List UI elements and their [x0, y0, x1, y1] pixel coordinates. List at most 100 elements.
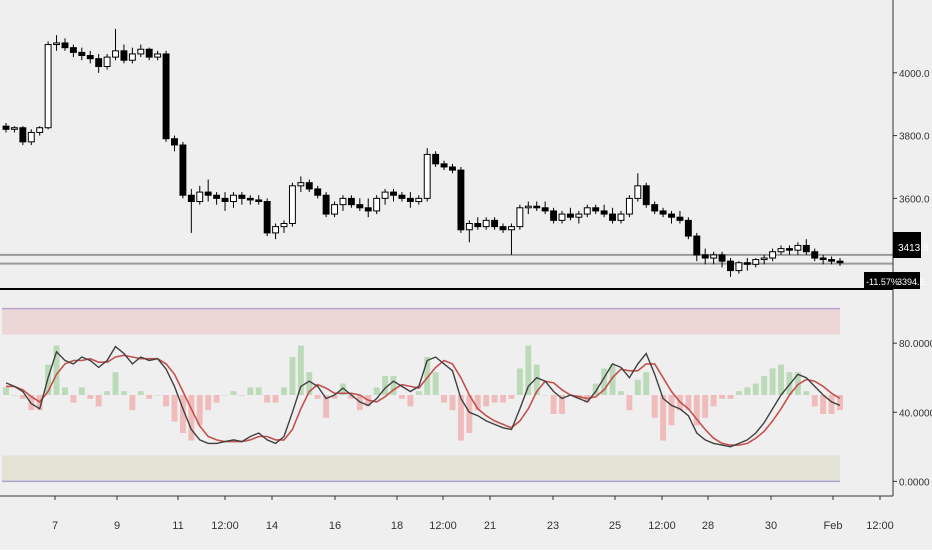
- candle: [449, 163, 456, 174]
- k-line: [5, 345, 841, 448]
- candle: [676, 210, 684, 224]
- candle: [137, 44, 145, 58]
- candle: [128, 47, 136, 64]
- candle: [743, 258, 751, 271]
- candle: [154, 50, 162, 61]
- candle: [297, 176, 305, 193]
- candle: [642, 182, 650, 208]
- time-tick-label: 25: [609, 520, 621, 532]
- price-tick-label: 3600.0: [899, 194, 930, 205]
- time-tick-label: 12:00: [648, 520, 676, 532]
- histogram-bar: [508, 395, 515, 399]
- histogram-bar: [660, 395, 667, 441]
- histogram-bar: [432, 372, 439, 395]
- time-tick-label: 9: [114, 520, 120, 532]
- histogram-bar: [466, 395, 473, 433]
- candle: [78, 47, 86, 61]
- histogram-bar: [516, 368, 523, 395]
- candle: [204, 179, 212, 202]
- histogram-bar: [373, 387, 380, 395]
- change-badge: -11.57% 3394.5: [864, 272, 925, 289]
- histogram-bar: [272, 395, 279, 403]
- candle: [516, 204, 524, 230]
- histogram-bar: [441, 395, 448, 403]
- histogram-bar: [811, 395, 818, 407]
- histogram-bar: [761, 376, 768, 395]
- price-pane: [0, 28, 893, 277]
- candle: [230, 192, 237, 208]
- candle: [95, 53, 103, 73]
- histogram-bar: [794, 372, 801, 395]
- candle: [423, 148, 431, 202]
- histogram-bar: [238, 395, 245, 396]
- candle: [145, 47, 153, 61]
- candle: [508, 223, 515, 255]
- candle: [53, 35, 60, 51]
- price-tick-label: 4000.0: [899, 69, 930, 80]
- candle: [727, 258, 734, 277]
- histogram-bar: [3, 387, 9, 395]
- candle: [322, 192, 330, 218]
- histogram-bar: [62, 387, 68, 395]
- oscillator-axis: 0.0000 40.0000 80.0000: [893, 339, 932, 488]
- histogram-bar: [710, 395, 717, 407]
- histogram-bar: [95, 395, 102, 407]
- histogram-bar: [744, 387, 751, 395]
- histogram-bar: [474, 395, 481, 411]
- candle: [600, 204, 608, 218]
- histogram-bar: [601, 368, 608, 395]
- candle: [69, 44, 77, 58]
- histogram-bar: [78, 387, 85, 395]
- histogram-bar: [163, 395, 170, 407]
- oversold-band: [2, 455, 840, 482]
- candle: [246, 195, 254, 205]
- histogram-bar: [179, 395, 186, 433]
- histogram-bar: [752, 383, 759, 395]
- histogram-bar: [693, 395, 700, 426]
- histogram-bar: [457, 395, 464, 441]
- histogram-bar: [407, 395, 414, 407]
- candle: [769, 248, 777, 262]
- candle: [735, 261, 743, 274]
- candle: [566, 207, 574, 221]
- time-tick-label: 23: [547, 520, 559, 532]
- histogram-bar: [331, 395, 338, 399]
- candle: [465, 220, 473, 243]
- candle: [44, 41, 52, 130]
- histogram-bar: [213, 395, 220, 403]
- candle: [718, 251, 726, 268]
- time-tick-label: 16: [329, 520, 341, 532]
- histogram-bar: [297, 345, 304, 395]
- histogram-bar: [702, 395, 709, 418]
- candle: [760, 254, 768, 265]
- oscillator-tick-label: 80.0000: [899, 339, 932, 350]
- histogram-bar: [727, 395, 734, 399]
- oscillator-pane: [2, 307, 843, 483]
- candle: [710, 251, 718, 265]
- histogram-bar: [415, 391, 422, 395]
- candle: [314, 185, 322, 199]
- histogram-bar: [87, 395, 94, 399]
- histogram-bar: [112, 372, 119, 395]
- candle: [482, 217, 490, 230]
- histogram-bar: [205, 395, 212, 411]
- candle: [609, 207, 616, 224]
- price-axis: 3600.0 3800.0 4000.0: [893, 69, 930, 205]
- candle: [457, 166, 465, 233]
- candle: [625, 195, 633, 218]
- candle: [162, 50, 170, 142]
- candle: [693, 232, 701, 262]
- time-tick-label: 7: [52, 520, 58, 532]
- histogram-bar: [820, 395, 827, 414]
- time-tick-label: 14: [266, 520, 278, 532]
- time-axis: 7 9 11 12:00 14 16 18 12:00 21 23 25 12:00 28 30 Feb 12…: [52, 496, 894, 532]
- overbought-band: [2, 308, 840, 335]
- candle: [272, 223, 280, 240]
- histogram-bar: [70, 395, 77, 403]
- candle: [651, 201, 659, 215]
- candle: [541, 201, 549, 215]
- histogram-bar: [281, 387, 287, 395]
- histogram-bar: [53, 345, 60, 395]
- candle: [701, 248, 709, 265]
